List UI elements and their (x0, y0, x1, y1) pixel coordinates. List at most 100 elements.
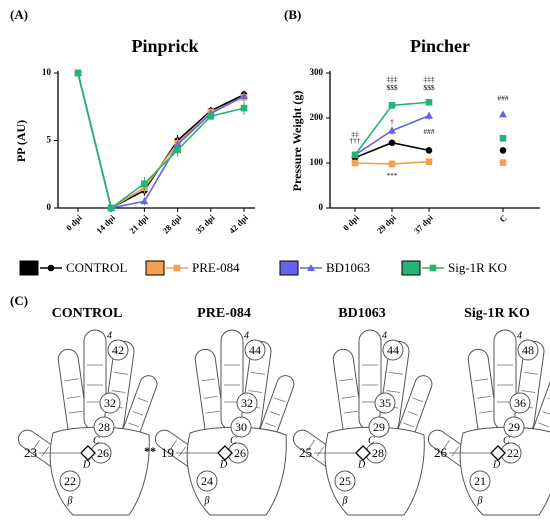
hand-label: β (204, 495, 210, 506)
pad (93, 416, 115, 438)
pad (517, 339, 539, 361)
finger-crease (343, 410, 358, 414)
value: 30 (235, 420, 247, 434)
x-tick-label: C (497, 213, 508, 224)
finger-crease (339, 378, 354, 382)
annotation: $$$ (386, 83, 398, 92)
legend-label: CONTROL (66, 260, 127, 275)
legend-label: PRE-084 (192, 260, 240, 275)
data-point (425, 147, 433, 154)
hand: 444 32 30 26 24 C Dβ 19 ** (144, 329, 295, 516)
value: 29 (508, 420, 520, 434)
finger-crease (307, 440, 315, 451)
finger-crease (68, 410, 83, 414)
side-value: 26 (434, 445, 448, 460)
finger-crease (542, 411, 550, 416)
data-point (425, 98, 433, 106)
y-tick-label: 100 (310, 157, 324, 167)
palm (324, 426, 425, 516)
annotation: ### (423, 127, 435, 136)
annotation: † (390, 117, 394, 126)
pad (509, 392, 531, 414)
finger-crease (538, 422, 549, 428)
finger-crease (388, 371, 403, 375)
value: 29 (373, 420, 385, 434)
y-tick-label: 300 (310, 67, 324, 77)
finger-crease (250, 371, 265, 375)
digit-label: 4 (517, 330, 522, 341)
hand: 448 36 29 22 21 C Dβ 26 (427, 329, 550, 516)
data-point (174, 146, 181, 154)
legend-label: BD1063 (326, 260, 370, 275)
value: 32 (241, 396, 253, 410)
side-value: 19 (161, 445, 174, 460)
finger-crease (274, 397, 285, 403)
annotation: ‡‡‡ (386, 74, 398, 83)
annotation: ### (497, 93, 509, 102)
legend-marker (307, 264, 315, 271)
data-point (207, 112, 215, 120)
data-point (388, 139, 396, 147)
chart-title: Pinprick (131, 36, 198, 56)
value: 24 (201, 474, 213, 488)
hand-label: C (368, 435, 375, 446)
legend-marker (429, 264, 437, 272)
finger-crease (478, 410, 493, 414)
finger (358, 329, 382, 431)
pad (230, 416, 252, 438)
finger-crease (128, 422, 139, 428)
palm (49, 426, 150, 516)
x-tick-label: 21 dpi (127, 212, 150, 235)
x-tick-label: 35 dpi (194, 212, 217, 235)
annotation: $$$ (423, 83, 435, 92)
legend-label: Sig-1R KO (448, 260, 507, 275)
pad (59, 470, 81, 492)
hand-label: β (477, 495, 483, 506)
legend-marker (173, 264, 181, 272)
finger-crease (132, 411, 144, 416)
value: 22 (507, 446, 519, 460)
data-point (141, 180, 148, 187)
value: 28 (372, 446, 384, 460)
pad (368, 416, 390, 438)
y-tick-label: 200 (310, 112, 324, 122)
y-tick-label: 5 (47, 135, 52, 145)
data-point (388, 102, 396, 109)
data-point (107, 204, 115, 212)
series-line (77, 72, 245, 210)
finger-crease (341, 395, 356, 399)
y-tick-label: 0 (319, 202, 324, 212)
data-point (388, 126, 396, 134)
hand-label: D (357, 459, 366, 470)
pad (99, 392, 121, 414)
finger-crease (403, 422, 414, 428)
finger-crease (41, 446, 50, 457)
annotation: *** (386, 171, 398, 180)
finger-crease (316, 446, 325, 457)
hand-label: D (219, 459, 228, 470)
y-axis-label: Pressure Weight (g) (290, 91, 304, 192)
finger-crease (265, 422, 276, 428)
finger-crease (178, 446, 187, 457)
series-line (77, 72, 245, 210)
value: 48 (522, 343, 534, 357)
hand-title: CONTROL (52, 306, 123, 321)
finger-crease (66, 395, 81, 399)
x-tick-label: 0 dpi (64, 212, 84, 232)
chart-title: Pincher (410, 36, 470, 56)
pad (244, 339, 266, 361)
finger-crease (137, 397, 148, 403)
pad (196, 470, 218, 492)
finger-crease (451, 446, 460, 457)
y-axis-label: PP (AU) (14, 120, 28, 162)
value: 26 (97, 446, 109, 460)
data-point (351, 159, 359, 167)
data-point (74, 69, 82, 77)
pad (334, 470, 356, 492)
pad (107, 339, 129, 361)
pad (503, 416, 525, 438)
legend-swatch (279, 260, 299, 276)
finger-crease (412, 397, 423, 403)
value: 25 (339, 474, 351, 488)
